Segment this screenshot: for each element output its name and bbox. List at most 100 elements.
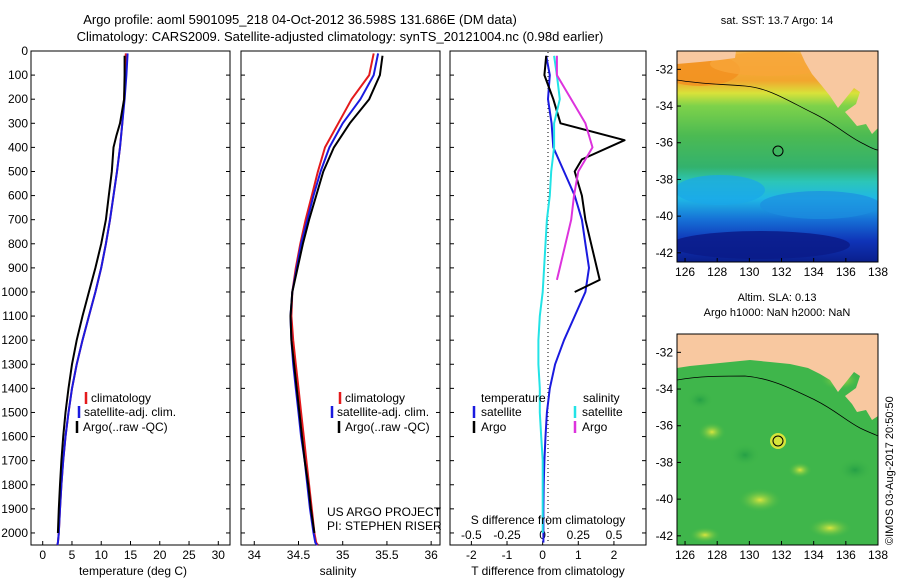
map-lat-tick-label: -32 [656,345,674,359]
temperature-panel: 0100200300400500600700800900100011001200… [1,44,646,578]
map-lat-tick-label: -40 [656,209,674,223]
depth-tick-label: 800 [8,237,28,251]
sst-warm-patch [710,52,830,76]
sst-land-strip [677,51,736,64]
credit-pi: PI: STEPHEN RISER [327,519,442,533]
sst-deep-blue-patch [677,231,850,259]
legend-label-sal-satellite: satellite [582,405,623,419]
salinity-legend: climatology satellite-adj. clim. Argo(..… [330,391,430,434]
t-diff-tick-label: -2 [466,548,477,562]
temperature-tick-label: 25 [182,548,196,562]
depth-tick-label: 900 [8,261,28,275]
difference-line-temperature-satellite [542,55,590,543]
header-line-1: Argo profile: aoml 5901095_218 04-Oct-20… [83,12,517,27]
depth-axis: 0 100 200 300 400 500 600 700 800 900 1000 1100 1200… [1,44,646,540]
depth-tick-label: 1000 [1,285,28,299]
salinity-tick-label: 34.5 [287,548,311,562]
map-lat-tick-label: -42 [656,529,674,543]
map-lon-tick-label: 136 [836,548,856,562]
difference-line-salinity-argo [555,55,594,281]
sst-map: sat. SST: 13.7 Argo: 14 -32-34-36-38-40-… [656,15,889,279]
sla-high-patch [808,518,852,538]
temperature-xlabel: temperature (deg C) [79,564,187,578]
temperature-tick-label: 5 [69,548,76,562]
depth-tick-label: 100 [8,68,28,82]
map-lon-tick-label: 126 [675,265,695,279]
sst-isobath [677,79,878,151]
depth-tick-label: 700 [8,213,28,227]
map-lon-tick-label: 138 [868,265,888,279]
map-lat-tick-label: -38 [656,172,674,186]
temperature-x-axis: 0 5 10 15 20 25 30 [39,541,225,562]
credit-project: US ARGO PROJECT [327,505,442,519]
depth-tick-label: 1200 [1,333,28,347]
legend-title-temperature: temperature [481,391,546,405]
header-line-2: Climatology: CARS2009. Satellite-adjuste… [77,29,604,44]
temperature-tick-label: 15 [124,548,138,562]
legend-label-satellite: satellite-adj. clim. [84,405,176,419]
map-lon-tick-label: 128 [707,265,727,279]
map-lat-tick-label: -34 [656,99,674,113]
difference-frame [449,50,647,546]
depth-tick-label: 400 [8,140,28,154]
depth-tick-label: 1700 [1,454,28,468]
map-lat-tick-label: -36 [656,136,674,150]
legend-label-climatology: climatology [345,391,405,405]
legend-label-temp-argo: Argo [481,420,507,434]
t-diff-tick-label: 2 [611,548,618,562]
map-lon-tick-label: 126 [675,548,695,562]
sla-map-title-2: Argo h1000: NaN h2000: NaN [704,307,851,319]
s-diff-tick-label: 0.25 [567,528,591,542]
map-lat-tick-label: -32 [656,62,674,76]
sla-map-title-1: Altim. SLA: 0.13 [738,292,817,304]
legend-title-salinity: salinity [583,391,620,405]
depth-tick-label: 1800 [1,478,28,492]
map-lat-tick-label: -40 [656,492,674,506]
t-difference-label: T difference from climatology [471,564,625,578]
legend-label-argo: Argo(..raw -QC) [83,420,168,434]
salinity-xlabel: salinity [320,564,357,578]
depth-tick-label: 600 [8,189,28,203]
sla-land [677,334,878,420]
sla-low-patch [837,458,873,482]
depth-tick-label: 1600 [1,430,28,444]
sst-frame [676,50,879,263]
legend-label-temp-satellite: satellite [481,405,522,419]
t-diff-tick-label: 0 [539,548,546,562]
salinity-line-argo-raw-qc- [289,55,384,534]
depth-tick-label: 0 [21,44,28,58]
map-lon-tick-label: 134 [804,265,824,279]
salinity-lines [289,53,384,546]
s-difference-label: S difference from climatology [471,513,626,527]
sst-land [800,51,878,134]
depth-tick-label: 200 [8,92,28,106]
sla-high-patch [738,488,782,512]
difference-line-salinity-satellite [537,55,561,533]
s-diff-tick-label: 0.5 [606,528,623,542]
sst-cool-patch [760,191,878,219]
salinity-panel: 34 34.5 35 35.5 36 salinity climatology sate… [240,50,442,578]
legend-label-satellite: satellite-adj. clim. [337,405,429,419]
sla-map: Altim. SLA: 0.13 Argo h1000: NaN h2000: … [656,292,889,562]
sla-high-patch [698,422,726,442]
temperature-line-argo-raw-qc- [56,55,126,534]
map-lon-tick-label: 138 [868,548,888,562]
legend-label-argo: Argo(..raw -QC) [345,420,430,434]
watermark: ©IMOS 03-Aug-2017 20:50:50 [884,396,896,545]
sst-map-title: sat. SST: 13.7 Argo: 14 [721,15,834,27]
sla-low-patch [729,443,761,467]
map-lat-tick-label: -38 [656,455,674,469]
t-diff-tick-label: -1 [502,548,513,562]
sst-argo-marker [772,145,784,157]
t-diff-tick-label: 1 [575,548,582,562]
depth-tick-label: 1100 [2,309,28,323]
depth-tick-label: 2000 [1,526,28,540]
difference-lines [537,55,626,543]
map-lon-tick-label: 132 [772,548,792,562]
map-lon-tick-label: 132 [772,265,792,279]
temperature-tick-label: 10 [95,548,109,562]
depth-tick-label: 1900 [1,502,28,516]
